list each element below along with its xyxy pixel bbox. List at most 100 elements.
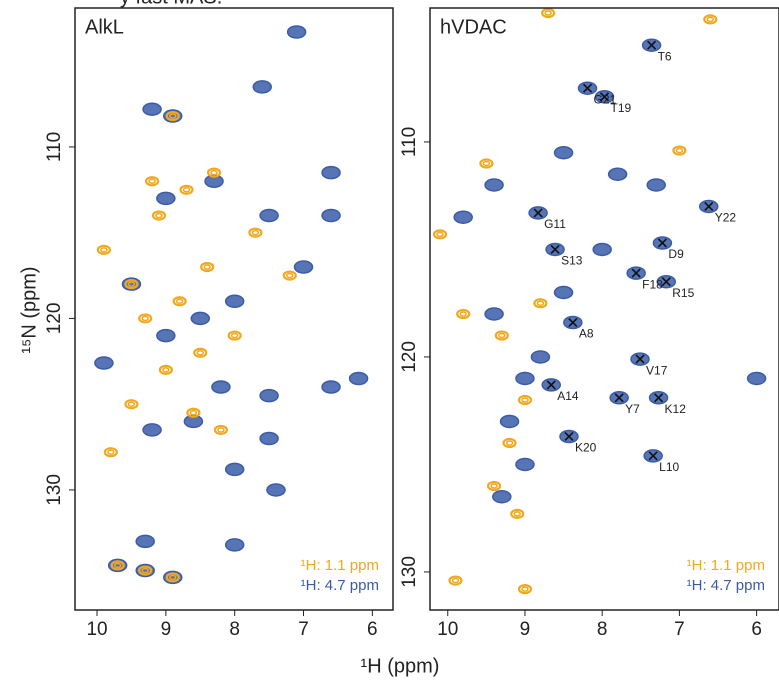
- plot-area: [94, 25, 369, 585]
- peak: [186, 407, 201, 418]
- peak: [746, 371, 767, 386]
- peak-label: G21: [594, 92, 617, 106]
- peak: [144, 176, 160, 187]
- peak-cross: [647, 40, 657, 50]
- peak: [348, 371, 369, 386]
- peak: [190, 311, 211, 326]
- peak-cross: [550, 244, 560, 255]
- peak: [448, 575, 463, 586]
- peak: [252, 80, 272, 94]
- peak-cross: [657, 238, 667, 248]
- x-tick-label: 9: [520, 619, 531, 640]
- peak: [213, 424, 229, 436]
- x-tick-label: 7: [298, 619, 309, 640]
- peak: [592, 242, 612, 257]
- peak: [158, 364, 173, 375]
- peak-label: D9: [668, 247, 684, 261]
- x-tick-label: 9: [161, 619, 172, 640]
- peak: [453, 210, 473, 224]
- peak-cross: [648, 451, 658, 461]
- x-tick-label: 10: [86, 619, 107, 640]
- peak-inner-contour: [451, 577, 460, 584]
- peak-inner-contour: [675, 147, 684, 154]
- peak: [94, 356, 114, 370]
- peak-inner-contour: [536, 300, 545, 306]
- x-tick-label: 10: [437, 619, 458, 640]
- y-tick-label: 110: [44, 132, 65, 162]
- peak: [286, 25, 307, 39]
- y-tick-label: 120: [399, 341, 420, 373]
- peak-inner-contour: [482, 160, 491, 167]
- peak: [259, 208, 279, 223]
- peak: [321, 208, 341, 223]
- peak-inner-contour: [127, 401, 136, 407]
- peak-inner-contour: [521, 586, 529, 592]
- peak-label: F18: [642, 277, 663, 291]
- peak: [224, 538, 245, 552]
- peak-inner-contour: [490, 483, 498, 489]
- peak-inner-contour: [175, 298, 184, 305]
- peak: [321, 165, 341, 180]
- peak-cross: [582, 83, 593, 93]
- peak-inner-contour: [505, 440, 514, 446]
- peak-inner-contour: [155, 212, 163, 219]
- peak-label: K12: [665, 402, 687, 416]
- peak: [124, 399, 139, 410]
- y-tick-label: 130: [399, 556, 420, 588]
- y-tick-label: 130: [44, 474, 65, 506]
- peak-label: G11: [544, 217, 566, 231]
- panel-title: hVDAC: [440, 16, 507, 38]
- peak-label: V17: [646, 363, 668, 377]
- peak: [193, 347, 208, 358]
- legend-entry: ¹H: 4.7 ppm: [301, 577, 379, 594]
- peak: [553, 285, 574, 300]
- peak-label: T6: [658, 49, 672, 63]
- y-tick-label: 110: [399, 127, 420, 157]
- x-tick-label: 8: [597, 619, 608, 640]
- peak: [156, 328, 176, 343]
- peak-inner-contour: [162, 367, 170, 373]
- frame: [74, 7, 394, 611]
- peak-inner-contour: [182, 187, 191, 193]
- peak-cross: [631, 268, 641, 278]
- y-axis-label: ¹⁵N (ppm): [18, 266, 40, 353]
- peak-inner-contour: [459, 311, 467, 317]
- peak: [510, 508, 525, 519]
- caption-fragment: y fast MAS.: [120, 0, 222, 8]
- peak: [96, 244, 112, 255]
- peak: [103, 447, 118, 458]
- peak: [224, 462, 245, 477]
- peak: [432, 229, 448, 240]
- peak: [259, 431, 279, 446]
- peak-inner-contour: [544, 10, 552, 16]
- peak-inner-contour: [168, 113, 177, 119]
- peak-inner-contour: [148, 178, 156, 184]
- peak: [607, 167, 628, 181]
- peak: [486, 480, 502, 492]
- peak: [672, 145, 687, 156]
- peak-inner-contour: [436, 231, 444, 238]
- peak-inner-contour: [107, 449, 115, 455]
- peak: [110, 560, 125, 571]
- peak: [165, 572, 180, 583]
- peak-cross: [599, 92, 610, 102]
- peak: [515, 457, 535, 472]
- peak: [515, 371, 535, 386]
- peak: [224, 294, 245, 309]
- peak-label: S13: [561, 254, 583, 268]
- peak: [484, 178, 504, 192]
- peak-inner-contour: [706, 16, 715, 23]
- peak-inner-contour: [210, 169, 218, 176]
- peak-label: L10: [659, 460, 679, 474]
- peak-cross: [704, 201, 714, 212]
- peak: [533, 298, 548, 309]
- peak: [517, 584, 533, 595]
- peak-inner-contour: [141, 567, 149, 574]
- peak-inner-contour: [189, 410, 198, 416]
- peak: [138, 313, 153, 324]
- peak: [646, 178, 666, 192]
- peak: [266, 483, 286, 497]
- peak: [135, 534, 155, 549]
